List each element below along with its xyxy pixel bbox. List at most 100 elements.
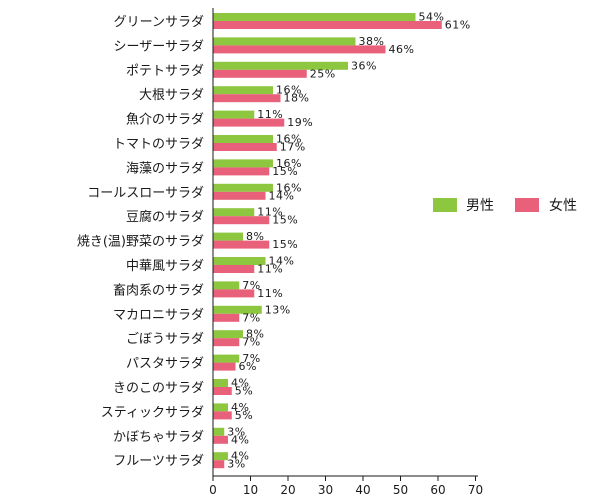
bar-male bbox=[213, 13, 416, 21]
bar-female bbox=[213, 240, 270, 249]
category-label: コールスローサラダ bbox=[87, 186, 204, 201]
value-label-female: 14% bbox=[269, 189, 295, 202]
legend-swatch-female bbox=[515, 198, 539, 212]
x-tick-label: 30 bbox=[318, 483, 333, 497]
value-label-female: 15% bbox=[272, 238, 298, 251]
value-label-male: 7% bbox=[242, 352, 260, 365]
value-label-female: 11% bbox=[257, 263, 283, 276]
bar-female bbox=[213, 118, 285, 127]
value-label-female: 5% bbox=[235, 409, 253, 422]
value-label-male: 4% bbox=[231, 401, 249, 414]
category-label: 焼き(温)野菜のサラダ bbox=[77, 235, 204, 250]
bar-male bbox=[213, 354, 240, 363]
x-tick-label: 60 bbox=[430, 483, 445, 497]
value-label-female: 46% bbox=[389, 43, 415, 56]
bar-male bbox=[213, 183, 273, 192]
category-label: 海藻のサラダ bbox=[126, 161, 204, 176]
x-ticks-group: 0 10 20 30 40 50 60 70 bbox=[209, 476, 483, 497]
bar-female bbox=[213, 460, 225, 469]
legend-label-female: 女性 bbox=[549, 197, 577, 214]
value-labels-group: 54%61%38%46%36%25%16%18%11%19%16%17%16%1… bbox=[227, 11, 470, 471]
bar-male bbox=[213, 427, 225, 436]
bar-female bbox=[213, 362, 236, 371]
bar-female bbox=[213, 313, 240, 322]
bar-male bbox=[213, 37, 356, 46]
value-label-female: 17% bbox=[280, 141, 306, 154]
category-label: スティックサラダ bbox=[101, 405, 204, 420]
category-label: パスタサラダ bbox=[126, 357, 204, 372]
bar-female bbox=[213, 435, 228, 444]
legend-label-male: 男性 bbox=[466, 198, 494, 214]
category-label: きのこのサラダ bbox=[113, 381, 204, 396]
value-label-female: 19% bbox=[287, 116, 313, 129]
value-label-female: 6% bbox=[239, 360, 257, 373]
value-label-male: 4% bbox=[231, 377, 249, 390]
bar-female bbox=[213, 45, 386, 54]
bar-female bbox=[213, 21, 442, 29]
bar-male bbox=[213, 86, 273, 95]
bar-male bbox=[213, 61, 348, 70]
bar-male bbox=[213, 330, 243, 339]
value-label-female: 25% bbox=[310, 67, 336, 80]
value-label-male: 8% bbox=[246, 328, 264, 341]
value-label-female: 4% bbox=[231, 433, 249, 446]
bar-male bbox=[213, 379, 228, 387]
value-label-male: 38% bbox=[359, 35, 385, 48]
category-label: トマトのサラダ bbox=[113, 137, 204, 152]
bar-male bbox=[213, 232, 243, 241]
value-label-male: 11% bbox=[257, 108, 283, 121]
value-label-female: 7% bbox=[242, 311, 260, 324]
bar-female bbox=[213, 289, 255, 298]
value-label-female: 5% bbox=[235, 385, 253, 398]
category-label: シーザーサラダ bbox=[114, 39, 204, 54]
bar-male bbox=[213, 452, 228, 461]
category-label: 大根サラダ bbox=[139, 88, 204, 103]
category-label: ごぼうサラダ bbox=[126, 331, 204, 347]
category-label: 豆腐のサラダ bbox=[126, 210, 204, 225]
bar-male bbox=[213, 159, 273, 168]
x-tick-label: 0 bbox=[209, 483, 217, 497]
bar-male bbox=[213, 281, 240, 290]
bar-female bbox=[213, 94, 281, 103]
value-label-male: 14% bbox=[269, 255, 295, 268]
bar-female bbox=[213, 191, 266, 200]
value-label-male: 13% bbox=[265, 303, 291, 316]
category-label: ポテトサラダ bbox=[126, 64, 204, 79]
category-label: 中華風サラダ bbox=[126, 259, 204, 274]
value-label-female: 18% bbox=[284, 92, 310, 105]
value-label-male: 8% bbox=[246, 230, 264, 243]
category-label: マカロニサラダ bbox=[113, 308, 204, 323]
value-label-female: 15% bbox=[272, 214, 298, 227]
value-label-male: 7% bbox=[242, 279, 260, 292]
x-tick-label: 20 bbox=[280, 483, 295, 497]
value-label-male: 11% bbox=[257, 206, 283, 219]
value-label-female: 7% bbox=[242, 336, 260, 349]
bar-male bbox=[213, 403, 228, 412]
value-label-male: 4% bbox=[231, 450, 249, 463]
category-label: フルーツサラダ bbox=[113, 454, 204, 469]
category-label: グリーンサラダ bbox=[114, 15, 204, 30]
category-label: かぼちゃサラダ bbox=[113, 430, 204, 445]
bar-female bbox=[213, 216, 270, 225]
bar-male bbox=[213, 208, 255, 217]
value-label-male: 16% bbox=[276, 84, 302, 97]
value-label-male: 16% bbox=[276, 133, 302, 146]
value-label-female: 61% bbox=[445, 19, 471, 32]
bar-male bbox=[213, 305, 262, 314]
value-label-male: 54% bbox=[419, 11, 445, 24]
category-label: 魚介のサラダ bbox=[126, 113, 204, 128]
bar-female bbox=[213, 69, 307, 78]
x-tick-label: 50 bbox=[393, 483, 408, 497]
x-tick-label: 70 bbox=[468, 483, 483, 497]
bars-group bbox=[213, 13, 442, 469]
value-label-female: 15% bbox=[272, 165, 298, 178]
category-label: 畜肉系のサラダ bbox=[113, 282, 204, 298]
category-labels-group: グリーンサラダシーザーサラダポテトサラダ大根サラダ魚介のサラダトマトのサラダ海藻… bbox=[77, 15, 204, 469]
x-tick-label: 40 bbox=[355, 483, 370, 497]
value-label-male: 16% bbox=[276, 157, 302, 170]
bar-female bbox=[213, 143, 277, 151]
value-label-male: 36% bbox=[351, 59, 377, 72]
legend-swatch-male bbox=[433, 198, 457, 212]
bar-female bbox=[213, 387, 232, 395]
bar-female bbox=[213, 167, 270, 176]
